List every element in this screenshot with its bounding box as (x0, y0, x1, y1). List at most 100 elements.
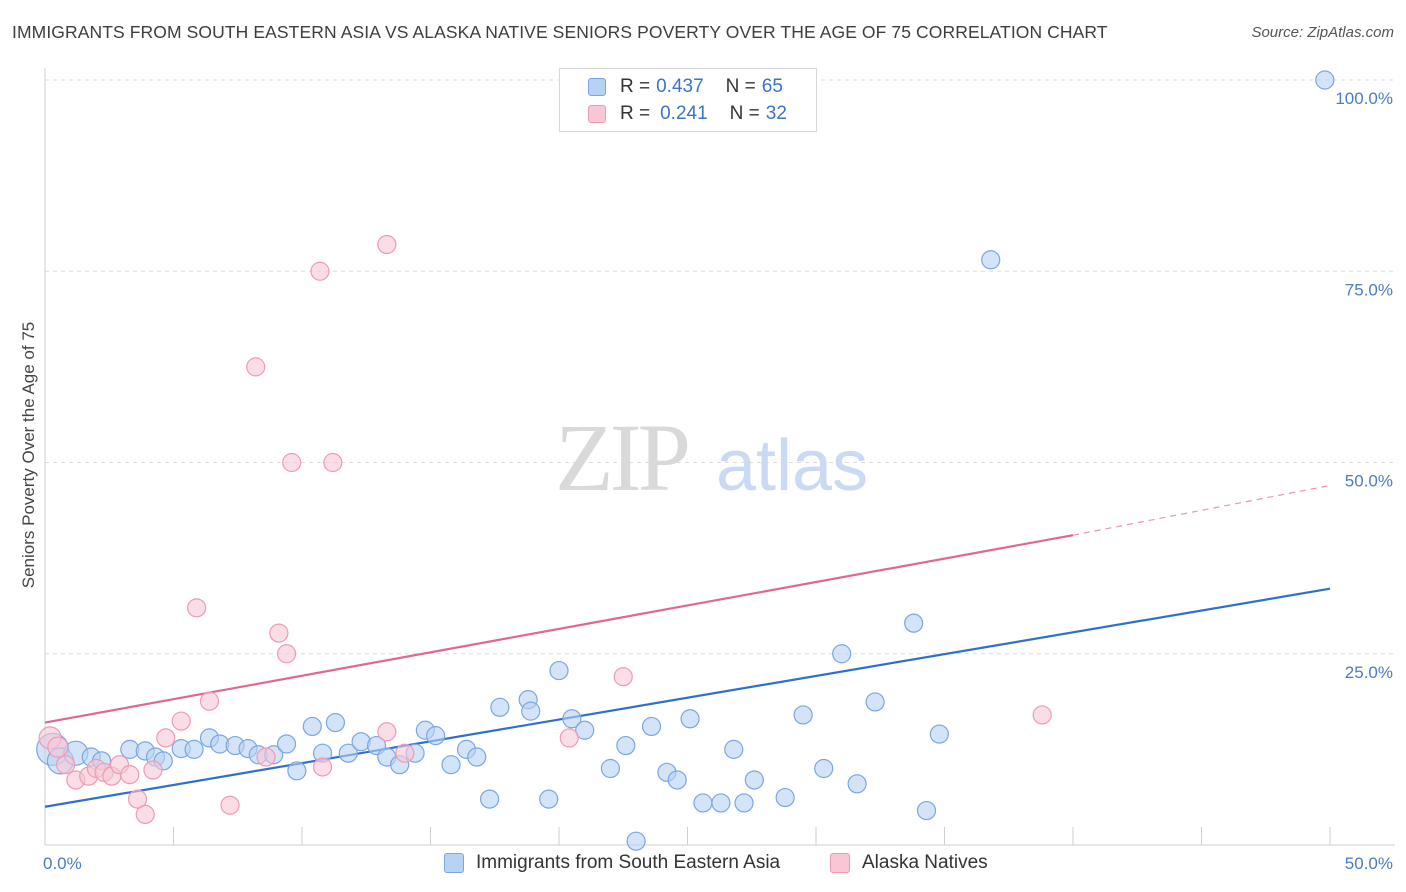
point-series1 (426, 726, 446, 746)
point-series2 (377, 234, 397, 255)
point-series1 (744, 770, 764, 790)
point-series1 (847, 774, 867, 794)
point-series1 (575, 720, 595, 740)
point-series2 (395, 743, 415, 763)
point-series1 (539, 789, 559, 809)
point-series1 (693, 793, 713, 813)
y-tick-label: 25.0% (1345, 663, 1393, 682)
legend-item-series1[interactable]: Immigrants from South Eastern Asia (444, 852, 780, 874)
point-series2 (55, 755, 76, 775)
legend-n-label: N = (725, 76, 756, 97)
point-series1 (641, 716, 662, 737)
point-series1 (467, 747, 487, 767)
watermark: ZIP atlas (555, 404, 868, 511)
point-series2 (282, 452, 302, 473)
point-series2 (135, 804, 155, 825)
y-tick-label: 100.0% (1335, 89, 1393, 108)
point-series1 (302, 716, 322, 737)
legend-row-series1: R = 0.437 N = 65 (560, 74, 783, 100)
legend-swatch-series1 (588, 78, 606, 96)
point-series1 (916, 800, 937, 821)
legend-n-label: N = (729, 103, 760, 124)
point-series2 (143, 760, 163, 780)
point-series2 (199, 691, 220, 711)
watermark-atlas: atlas (716, 426, 868, 506)
legend-r-label: R = (620, 103, 651, 124)
point-series1 (711, 793, 731, 813)
trend-line-series2 (44, 534, 1074, 724)
point-series2 (156, 728, 176, 748)
y-axis-label: Seniors Poverty Over the Age of 75 (19, 322, 38, 588)
legend-n-value: 32 (765, 103, 787, 124)
legend-swatch-series2 (830, 853, 850, 873)
legend-r-value: 0.437 (656, 76, 704, 97)
legend-swatch-series1 (444, 853, 464, 873)
x-tick-label: 0.0% (43, 854, 82, 873)
trend-line-series2-extension (1072, 484, 1331, 536)
point-series2 (310, 261, 330, 281)
point-series1 (981, 250, 1001, 270)
source-label: Source: ZipAtlas.com (1251, 24, 1394, 41)
point-series1 (549, 660, 569, 681)
x-tick-label: 50.0% (1345, 854, 1393, 873)
point-series2 (377, 722, 397, 742)
legend-r-value: 0.241 (660, 103, 708, 124)
point-series1 (904, 613, 924, 633)
point-series1 (338, 743, 358, 763)
correlation-legend: R = 0.437 N = 65 R = 0.241 N = 32 (559, 68, 817, 132)
point-series1 (441, 755, 461, 775)
point-series2 (187, 598, 207, 618)
point-series2 (171, 711, 191, 731)
point-series2 (246, 357, 266, 377)
point-series2 (323, 452, 343, 473)
point-series2 (47, 736, 69, 758)
trend-line-series1 (44, 587, 1331, 808)
chart-title: IMMIGRANTS FROM SOUTH EASTERN ASIA VS AL… (12, 22, 1108, 42)
data-points (36, 70, 1335, 851)
legend-label-series1: Immigrants from South Eastern Asia (476, 852, 781, 873)
point-series1 (626, 831, 646, 851)
point-series2 (220, 795, 240, 815)
point-series1 (929, 724, 949, 744)
point-series2 (269, 623, 289, 643)
y-tick-label: 75.0% (1345, 280, 1393, 299)
point-series1 (276, 734, 297, 754)
point-series2 (1032, 705, 1052, 725)
point-series1 (724, 739, 744, 759)
watermark-zip: ZIP (555, 404, 688, 511)
trend-lines (44, 484, 1331, 808)
point-series1 (184, 739, 204, 759)
legend-swatch-series2 (588, 105, 606, 123)
point-series2 (276, 644, 297, 664)
point-series1 (325, 712, 346, 733)
point-series1 (775, 787, 795, 808)
point-series1 (793, 705, 813, 725)
tick-labels: 25.0% 50.0% 75.0% 100.0% 0.0% 50.0% (43, 89, 1393, 873)
point-series1 (680, 709, 700, 729)
point-series2 (256, 747, 276, 767)
legend-item-series2[interactable]: Alaska Natives (830, 852, 988, 874)
point-series1 (832, 644, 852, 664)
y-tick-label: 50.0% (1345, 472, 1393, 491)
point-series1 (865, 692, 885, 712)
legend-n-value: 65 (761, 76, 783, 97)
point-series2 (559, 728, 579, 748)
point-series2 (312, 757, 333, 777)
point-series2 (127, 789, 148, 809)
axes (44, 68, 1395, 846)
point-series1 (287, 761, 307, 781)
point-series1 (490, 697, 510, 717)
point-series1 (667, 770, 687, 790)
point-series1 (562, 709, 582, 729)
point-series1 (1315, 70, 1335, 90)
legend-row-series2: R = 0.241 N = 32 (560, 101, 787, 127)
point-series1 (480, 789, 500, 809)
legend-r-label: R = (620, 76, 651, 97)
point-series1 (814, 758, 834, 779)
point-series1 (616, 735, 636, 756)
point-series1 (600, 758, 621, 779)
legend-label-series2: Alaska Natives (862, 852, 988, 873)
point-series1 (734, 793, 754, 813)
point-series1 (521, 701, 541, 721)
